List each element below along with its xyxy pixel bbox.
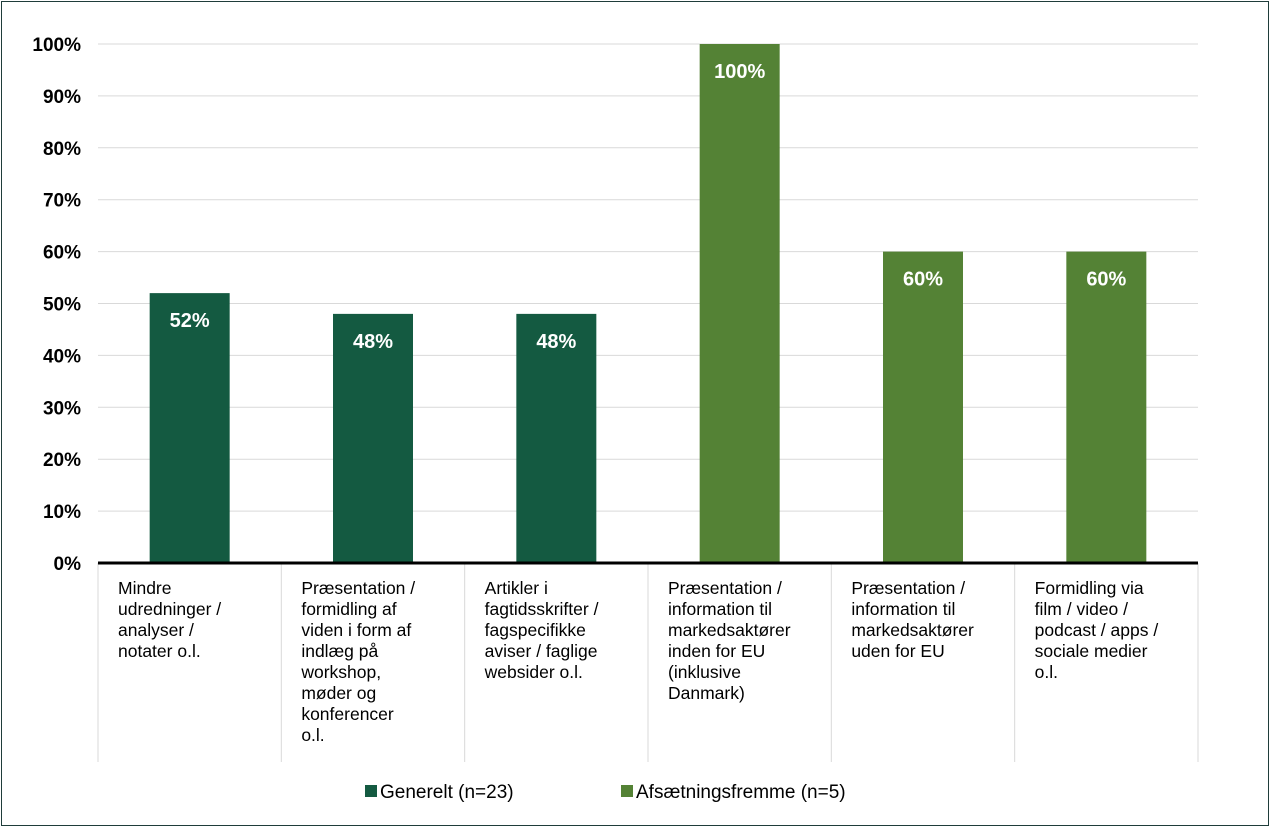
bar [333,313,413,563]
y-tick-label: 20% [43,450,81,471]
category-label-line: aviser / faglige [485,641,598,661]
bar [699,44,780,563]
category-label-line: notater o.l. [118,641,201,661]
category-label-line: Artikler i [485,578,548,598]
category-label-line: Præsentation / [668,578,782,598]
category-label-line: indlæg på [301,641,378,661]
data-label: 100% [714,61,765,83]
category-label-line: møder og [301,683,376,703]
category-label-line: websider o.l. [484,662,583,682]
category-label-line: o.l. [1035,662,1058,682]
category-label: Præsentation / formidling af viden i form … [300,578,415,745]
category-label-line: analyser / [118,620,194,640]
category-label-line: udredninger / [118,599,221,619]
category-label-line: uden for EU [851,641,944,661]
category-label-line: formidling af [301,599,396,619]
y-tick-label: 30% [43,398,81,419]
category-label-line: Mindre [118,578,172,598]
y-tick-label: 60% [43,243,81,264]
category-label-line: o.l. [301,725,324,745]
bar [516,313,597,563]
data-label: 60% [1086,269,1126,291]
category-label: Præsentation / information til markedsaktø… [851,578,974,661]
category-label-line: inden for EU [668,641,765,661]
category-label-line: podcast / apps / [1035,620,1159,640]
category-label-line: Danmark) [668,683,745,703]
category-label-line: information til [851,599,955,619]
category-label-line: Præsentation / [301,578,415,598]
category-label-line: (inklusive [668,662,741,682]
category-label-line: markedsaktører [851,620,974,640]
category-label-line: workshop, [300,662,381,682]
category-label-line: film / video / [1035,599,1128,619]
y-tick-label: 80% [43,139,81,160]
data-label: 60% [903,269,943,291]
category-label-line: fagtidsskrifter / [485,599,599,619]
category-label-line: information til [668,599,772,619]
y-tick-label: 90% [43,87,81,108]
category-label-line: viden i form af [301,620,411,640]
y-tick-label: 70% [43,191,81,212]
bar [1066,251,1147,563]
legend-label: Generelt (n=23) [380,782,514,803]
category-label-line: fagspecifikke [485,620,586,640]
y-tick-label: 10% [43,502,81,523]
y-tick-label: 40% [43,346,81,367]
category-label-line: sociale medier [1035,641,1148,661]
category-label: Artikler i fagtidsskrifter / fagspecifikke… [484,578,599,682]
legend-swatch [365,785,377,797]
category-label-line: Formidling via [1035,578,1144,598]
data-label: 48% [353,331,393,353]
data-label: 52% [170,310,210,332]
category-label-line: konferencer [301,704,394,724]
bar [883,251,963,563]
category-label: Mindre udredninger / analyser / notater o.l… [118,578,221,661]
category-label: Formidling via film / video / podcast / ap… [1035,578,1159,682]
bar [149,293,230,563]
y-tick-label: 50% [43,295,81,316]
category-label-line: markedsaktører [668,620,791,640]
legend-label: Afsætningsfremme (n=5) [636,782,846,803]
category-label: Præsentation / information til markedsaktø… [668,578,791,703]
y-tick-label: 0% [54,554,82,575]
legend-swatch [621,785,633,797]
category-label-line: Præsentation / [851,578,965,598]
data-label: 48% [536,331,576,353]
y-tick-label: 100% [32,35,81,56]
